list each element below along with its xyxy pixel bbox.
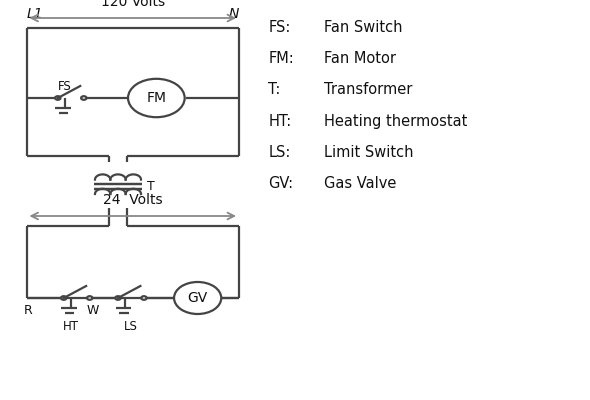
- Text: N: N: [228, 7, 239, 21]
- Text: LS: LS: [124, 320, 138, 333]
- Text: FM:: FM:: [268, 51, 294, 66]
- Text: Limit Switch: Limit Switch: [324, 145, 414, 160]
- Text: FS: FS: [58, 80, 72, 93]
- Text: HT: HT: [63, 320, 79, 333]
- Text: Fan Motor: Fan Motor: [324, 51, 396, 66]
- Text: 24  Volts: 24 Volts: [103, 193, 163, 207]
- Text: LS:: LS:: [268, 145, 291, 160]
- Circle shape: [61, 296, 66, 300]
- Circle shape: [81, 96, 86, 100]
- Text: Transformer: Transformer: [324, 82, 413, 98]
- Text: W: W: [87, 304, 99, 317]
- Text: L1: L1: [27, 7, 43, 21]
- Text: Heating thermostat: Heating thermostat: [324, 114, 468, 129]
- Text: GV:: GV:: [268, 176, 294, 191]
- Circle shape: [128, 79, 185, 117]
- Text: Fan Switch: Fan Switch: [324, 20, 403, 35]
- Circle shape: [115, 296, 120, 300]
- Text: GV: GV: [188, 291, 208, 305]
- Text: T:: T:: [268, 82, 281, 98]
- Text: R: R: [24, 304, 32, 317]
- Circle shape: [55, 96, 60, 100]
- Text: 120 Volts: 120 Volts: [101, 0, 165, 9]
- Text: Gas Valve: Gas Valve: [324, 176, 397, 191]
- Text: T: T: [147, 180, 155, 193]
- Circle shape: [174, 282, 221, 314]
- Text: HT:: HT:: [268, 114, 291, 129]
- Text: FM: FM: [146, 91, 166, 105]
- Text: FS:: FS:: [268, 20, 291, 35]
- Circle shape: [142, 296, 147, 300]
- Circle shape: [87, 296, 92, 300]
